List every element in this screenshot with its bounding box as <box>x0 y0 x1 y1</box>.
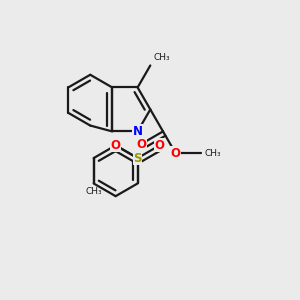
Text: O: O <box>171 147 181 160</box>
Text: N: N <box>133 125 142 138</box>
Text: CH₃: CH₃ <box>153 53 170 62</box>
Text: CH₃: CH₃ <box>85 187 102 196</box>
Text: CH₃: CH₃ <box>204 149 221 158</box>
Text: O: O <box>111 139 121 152</box>
Text: O: O <box>136 138 146 151</box>
Text: O: O <box>154 139 165 152</box>
Text: S: S <box>134 152 142 165</box>
